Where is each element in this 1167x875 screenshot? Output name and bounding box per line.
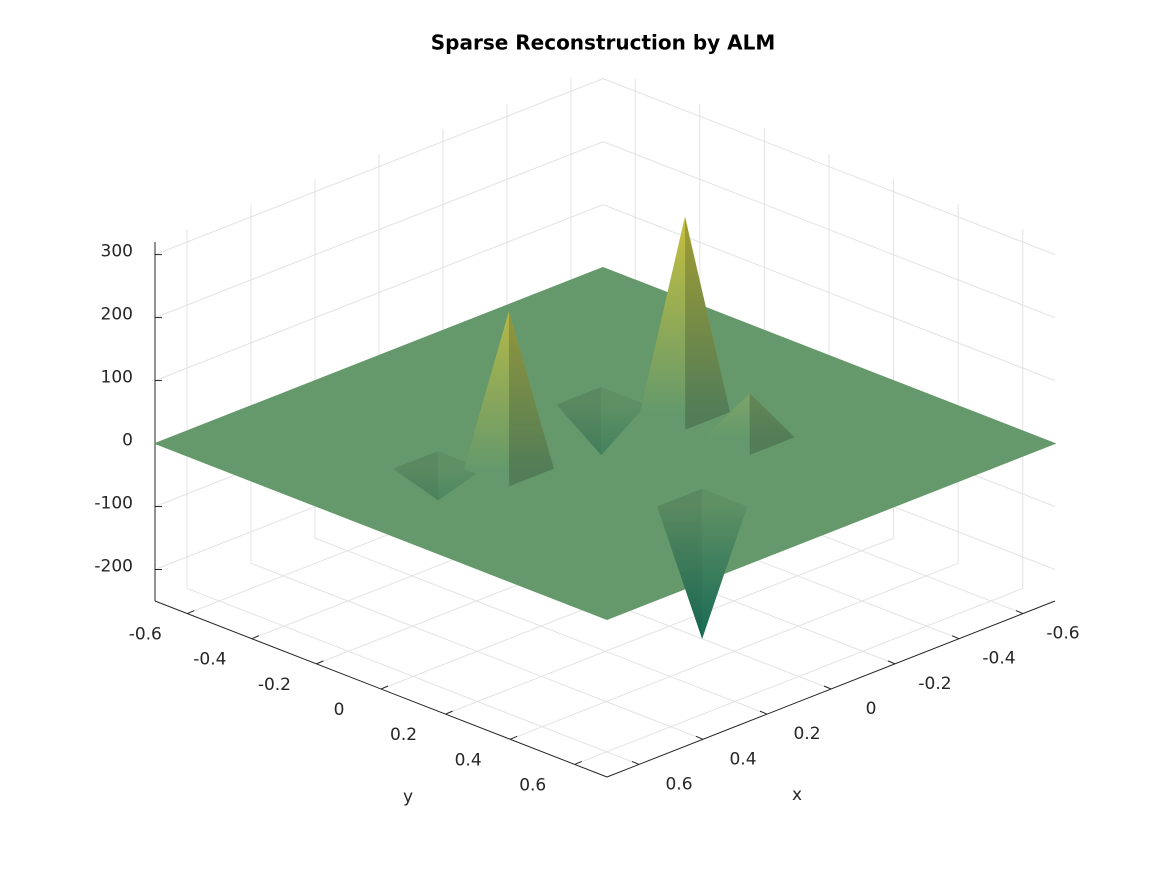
spike-shade [701, 488, 748, 639]
spike-face [437, 451, 484, 501]
spike-shade [601, 387, 647, 455]
x-tick [695, 735, 704, 740]
z-tick-label: 0 [122, 431, 133, 451]
y-tick [380, 685, 389, 690]
x-tick-label: -0.6 [1046, 624, 1079, 644]
spike-shade [657, 488, 703, 639]
z-tick-label: 300 [101, 242, 133, 262]
spike-face [685, 216, 730, 430]
x-tick [823, 685, 832, 690]
x-tick-label: -0.4 [982, 649, 1015, 669]
spike-face [601, 387, 647, 455]
x-tick-label: 0 [866, 699, 877, 719]
z-grid-line [154, 78, 1056, 256]
spike-shade [556, 387, 602, 455]
x-tick [1015, 610, 1024, 615]
z-tick-label: -200 [94, 557, 133, 577]
spike-face [749, 393, 795, 455]
spike-shade [393, 451, 439, 501]
x-tick [887, 660, 896, 665]
y-tick-label: 0 [334, 700, 345, 720]
x-tick-label: 0.4 [729, 749, 756, 769]
x-tick [759, 710, 768, 715]
x-tick [951, 635, 960, 640]
y-tick-label: -0.2 [258, 675, 291, 695]
y-tick [445, 710, 453, 715]
z-grid-line [154, 141, 1056, 319]
y-tick-label: 0.2 [390, 725, 417, 745]
z-tick-label: 100 [101, 368, 133, 388]
x-tick-label: 0.2 [793, 724, 820, 744]
spike-face [463, 311, 510, 487]
spike-face [701, 488, 748, 639]
chart-title: Sparse Reconstruction by ALM [431, 31, 776, 55]
spike-face [508, 311, 554, 487]
y-tick [316, 660, 324, 665]
spike-shade [749, 393, 795, 455]
x-tick-label: 0.6 [665, 774, 692, 794]
spike-face [640, 216, 686, 430]
y-tick [251, 635, 260, 640]
z-tick-label: -100 [94, 494, 133, 514]
y-tick-label: -0.4 [193, 650, 226, 670]
y-tick-label: 0.4 [455, 750, 482, 770]
spike-shade [685, 216, 730, 430]
spike-shade [437, 451, 484, 501]
spike-face [393, 451, 439, 501]
x-axis-label: x [792, 785, 802, 805]
spike [704, 393, 795, 455]
spike [640, 216, 730, 430]
spike [463, 311, 554, 487]
spike [393, 451, 484, 501]
spike-shade [508, 311, 554, 487]
spike-face [556, 387, 602, 455]
z-grid-line [154, 204, 1056, 382]
spike [556, 387, 647, 455]
y-tick-label: -0.6 [129, 625, 162, 645]
z-tick-label: 200 [101, 305, 133, 325]
spike-face [657, 488, 703, 639]
y-grid-line [574, 587, 1023, 765]
y-tick [574, 760, 582, 765]
spike [657, 488, 748, 639]
y-tick [187, 610, 195, 615]
y-tick-label: 0.6 [519, 775, 546, 795]
spike-face [704, 393, 750, 455]
x-tick [631, 760, 640, 765]
x-tick-label: -0.2 [918, 674, 951, 694]
y-grid-line [509, 562, 959, 740]
y-tick [509, 735, 518, 740]
y-grid-line [445, 537, 894, 715]
y-axis-label: y [403, 787, 413, 807]
